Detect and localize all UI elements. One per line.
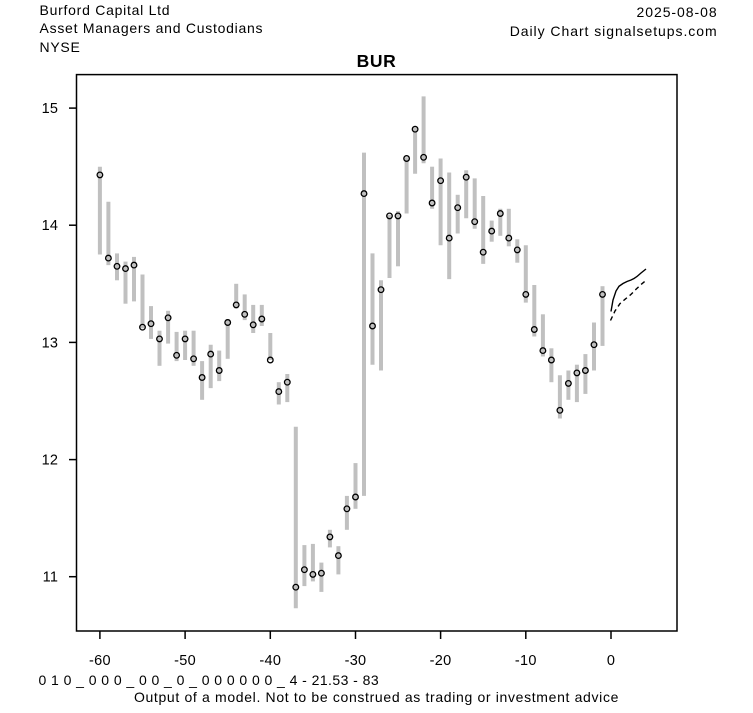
svg-text:-60: -60 (89, 653, 111, 669)
svg-text:-50: -50 (174, 653, 196, 669)
svg-text:12: 12 (42, 453, 59, 469)
svg-text:11: 11 (43, 570, 59, 586)
svg-text:-30: -30 (345, 653, 367, 669)
svg-text:-10: -10 (515, 653, 537, 669)
svg-text:-40: -40 (259, 653, 281, 669)
svg-text:13: 13 (42, 335, 59, 351)
svg-text:15: 15 (42, 101, 59, 117)
svg-text:14: 14 (42, 218, 59, 234)
svg-text:0: 0 (607, 653, 615, 669)
svg-text:-20: -20 (430, 653, 452, 669)
